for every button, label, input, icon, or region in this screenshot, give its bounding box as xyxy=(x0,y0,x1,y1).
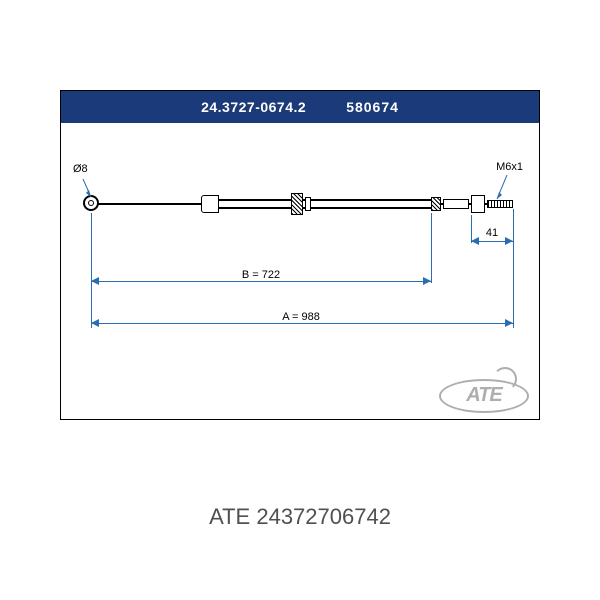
dim-arrow-b-l xyxy=(91,277,99,285)
dim-label-41: 41 xyxy=(484,227,500,239)
ext-line-thread-end xyxy=(513,209,514,328)
part-number: 24.3727-0674.2 xyxy=(201,99,306,115)
cable-sheath xyxy=(216,199,431,209)
boot-left xyxy=(201,195,219,213)
ext-line-left xyxy=(91,213,92,328)
dim-arrow-a-r xyxy=(505,319,513,327)
threaded-end xyxy=(487,200,513,208)
dim-line-a xyxy=(91,323,513,324)
fitting-mid-collar xyxy=(305,197,311,211)
dim-arrow-a-l xyxy=(91,319,99,327)
ext-line-sheath-end xyxy=(431,213,432,283)
right-fitting-nut xyxy=(471,195,485,213)
technical-drawing: Ø8 M6x1 41 B = 722 A = 988 xyxy=(61,123,539,419)
dim-arrow-41-r xyxy=(505,237,513,245)
dim-arrow-41-l xyxy=(471,237,479,245)
left-eyelet-hole xyxy=(88,200,94,206)
alt-number: 580674 xyxy=(346,99,399,115)
thread-label: M6x1 xyxy=(496,161,523,173)
caption-sku: 24372706742 xyxy=(256,504,391,529)
logo-text: ATE xyxy=(439,384,529,407)
diameter-label: Ø8 xyxy=(73,163,88,175)
right-fitting-sleeve xyxy=(443,199,469,209)
dim-label-b: B = 722 xyxy=(240,269,282,281)
diameter-leader xyxy=(81,179,91,199)
thread-leader xyxy=(495,175,509,201)
dim-line-b xyxy=(91,281,431,282)
header-bar: 24.3727-0674.2 580674 xyxy=(61,91,539,123)
ate-logo-watermark: ATE xyxy=(439,365,529,413)
fitting-mid-stopper xyxy=(291,193,303,215)
dim-label-a: A = 988 xyxy=(280,311,322,323)
diagram-frame: 24.3727-0674.2 580674 Ø8 M6x1 xyxy=(60,90,540,420)
right-fitting-hatched xyxy=(431,197,441,211)
dim-arrow-b-r xyxy=(423,277,431,285)
caption: ATE 24372706742 xyxy=(0,504,600,530)
caption-brand: ATE xyxy=(209,504,250,529)
